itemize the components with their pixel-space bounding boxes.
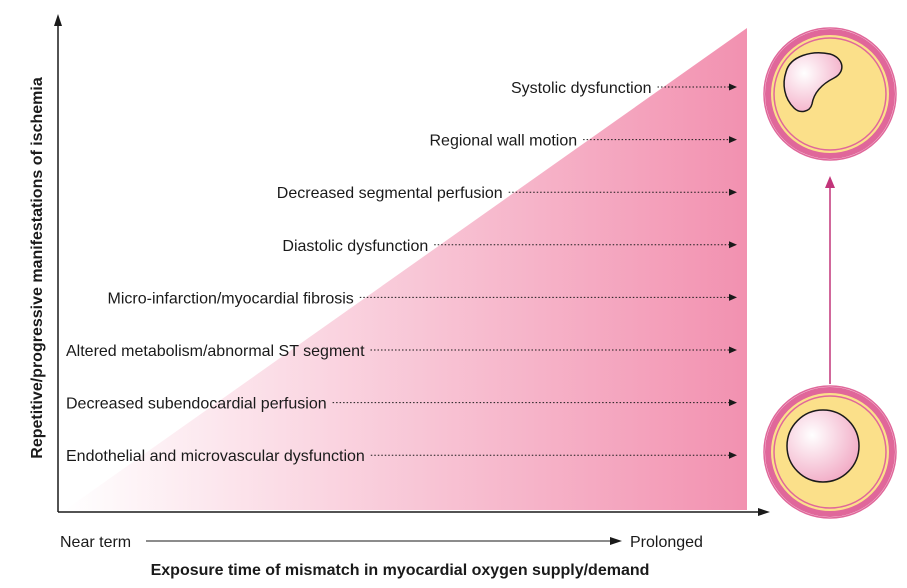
manifestation-arrowhead	[729, 83, 737, 91]
vessel-cross-section-narrowed-icon	[763, 27, 897, 161]
x-axis-end-label: Prolonged	[630, 534, 703, 551]
manifestation-label: Systolic dysfunction	[511, 80, 652, 97]
manifestation-label: Endothelial and microvascular dysfunctio…	[66, 448, 365, 465]
vessel-cross-section-normal-icon	[763, 385, 897, 519]
manifestation-arrowhead	[729, 241, 737, 249]
manifestation-row: Endothelial and microvascular dysfunctio…	[66, 448, 737, 465]
time-arrow-head	[610, 537, 622, 545]
manifestation-arrowhead	[729, 136, 737, 144]
manifestation-row: Regional wall motion	[430, 133, 737, 150]
manifestation-label: Micro-infarction/myocardial fibrosis	[108, 290, 354, 307]
x-axis-label: Exposure time of mismatch in myocardial …	[151, 562, 650, 579]
manifestation-arrowhead	[729, 346, 737, 354]
manifestation-label: Altered metabolism/abnormal ST segment	[66, 343, 365, 360]
manifestation-label: Decreased subendocardial perfusion	[66, 396, 327, 413]
manifestation-arrowhead	[729, 293, 737, 301]
manifestation-row: Micro-infarction/myocardial fibrosis	[108, 290, 737, 307]
manifestation-row: Decreased subendocardial perfusion	[66, 396, 737, 413]
manifestation-label: Diastolic dysfunction	[282, 238, 428, 255]
manifestation-row: Altered metabolism/abnormal ST segment	[66, 343, 737, 360]
manifestation-list: Systolic dysfunction Regional wall motion…	[66, 80, 737, 465]
manifestation-row: Diastolic dysfunction	[282, 238, 737, 255]
manifestation-label: Decreased segmental perfusion	[277, 185, 503, 202]
y-axis-label: Repetitive/progressive manifestations of…	[29, 77, 46, 459]
y-axis-arrowhead	[54, 14, 62, 26]
manifestation-row: Decreased segmental perfusion	[277, 185, 737, 202]
manifestation-label: Regional wall motion	[430, 133, 578, 150]
manifestation-arrowhead	[729, 399, 737, 407]
x-axis-start-label: Near term	[60, 534, 131, 551]
manifestation-arrowhead	[729, 451, 737, 459]
progression-arrow-head	[825, 176, 835, 188]
manifestation-arrowhead	[729, 188, 737, 196]
x-axis-arrowhead	[758, 508, 770, 516]
ischemia-ramp	[65, 28, 747, 510]
manifestation-row: Systolic dysfunction	[511, 80, 737, 97]
